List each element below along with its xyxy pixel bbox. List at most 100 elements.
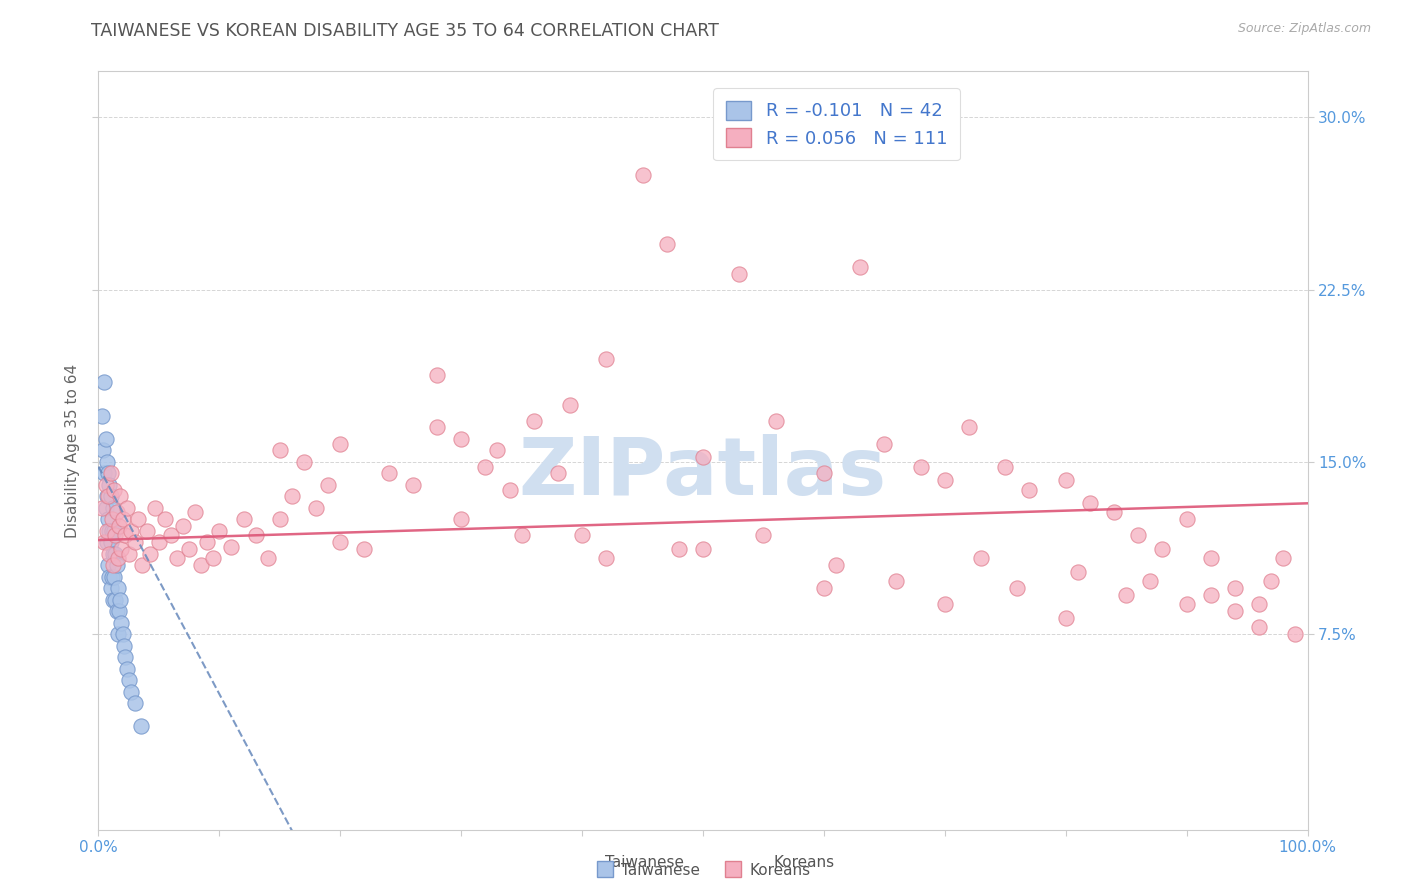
Point: [108, 519, 131, 533]
Text: ZIPatlas: ZIPatlas: [519, 434, 887, 512]
Point: [131, 558, 153, 573]
Point: [153, 512, 176, 526]
Point: [108, 490, 131, 504]
Point: [100, 535, 122, 549]
Point: [668, 542, 690, 557]
Point: [1223, 582, 1246, 596]
Point: [104, 592, 127, 607]
Point: [692, 542, 714, 557]
Point: [1260, 574, 1282, 589]
Point: [595, 351, 617, 366]
Point: [202, 551, 225, 566]
Point: [114, 650, 136, 665]
Point: [886, 574, 908, 589]
Point: [1067, 566, 1090, 580]
Point: [221, 540, 243, 554]
Point: [103, 524, 125, 538]
Point: [94, 500, 117, 515]
Point: [1284, 627, 1306, 641]
Point: [1139, 574, 1161, 589]
Point: [100, 570, 122, 584]
Point: [94, 478, 117, 492]
Text: TAIWANESE VS KOREAN DISABILITY AGE 35 TO 64 CORRELATION CHART: TAIWANESE VS KOREAN DISABILITY AGE 35 TO…: [91, 22, 720, 40]
Point: [813, 582, 835, 596]
Point: [124, 535, 146, 549]
Point: [103, 483, 125, 497]
Point: [208, 524, 231, 538]
Point: [97, 512, 120, 526]
Point: [166, 551, 188, 566]
Point: [118, 547, 141, 561]
Point: [1018, 483, 1040, 497]
Point: [103, 570, 125, 584]
Point: [127, 512, 149, 526]
Point: [269, 512, 291, 526]
Point: [595, 551, 617, 566]
Point: [105, 604, 128, 618]
Point: [426, 368, 449, 382]
Point: [571, 528, 593, 542]
Point: [195, 535, 218, 549]
Point: [474, 459, 496, 474]
Point: [970, 551, 993, 566]
Text: Koreans: Koreans: [773, 855, 834, 870]
Point: [94, 432, 117, 446]
Point: [1175, 598, 1198, 612]
Point: [96, 535, 118, 549]
Point: [129, 719, 152, 733]
Point: [100, 524, 122, 538]
Point: [692, 450, 714, 465]
Point: [510, 528, 533, 542]
Point: [752, 528, 775, 542]
Point: [305, 500, 328, 515]
Point: [100, 467, 122, 481]
Point: [179, 542, 201, 557]
Point: [105, 506, 128, 520]
Point: [329, 436, 352, 450]
Point: [558, 397, 581, 411]
Point: [93, 535, 115, 549]
Point: [1249, 598, 1271, 612]
Point: [98, 478, 121, 492]
Point: [117, 662, 139, 676]
Point: [148, 535, 170, 549]
Point: [97, 490, 120, 504]
Point: [93, 375, 115, 389]
Point: [1115, 588, 1137, 602]
Point: [1054, 473, 1077, 487]
Point: [232, 512, 254, 526]
Point: [108, 592, 131, 607]
Point: [108, 604, 131, 618]
Point: [190, 558, 212, 573]
Point: [96, 455, 118, 469]
Point: [110, 542, 132, 557]
Point: [135, 524, 157, 538]
Point: [377, 467, 399, 481]
Text: Taiwanese: Taiwanese: [605, 855, 683, 870]
Point: [934, 598, 956, 612]
Point: [353, 542, 375, 557]
Point: [184, 506, 207, 520]
Point: [124, 696, 146, 710]
Point: [486, 443, 509, 458]
Point: [655, 236, 678, 251]
Point: [825, 558, 848, 573]
Point: [100, 490, 122, 504]
Point: [1102, 506, 1125, 520]
Point: [98, 547, 121, 561]
Point: [101, 592, 124, 607]
Point: [450, 512, 472, 526]
Point: [1078, 496, 1101, 510]
Point: [160, 528, 183, 542]
Point: [104, 528, 127, 542]
Point: [957, 420, 980, 434]
Point: [426, 420, 449, 434]
Point: [910, 459, 932, 474]
Point: [1007, 582, 1029, 596]
Point: [98, 524, 121, 538]
Point: [547, 467, 569, 481]
Text: Source: ZipAtlas.com: Source: ZipAtlas.com: [1237, 22, 1371, 36]
Point: [1199, 551, 1222, 566]
Point: [105, 558, 128, 573]
Point: [1175, 512, 1198, 526]
